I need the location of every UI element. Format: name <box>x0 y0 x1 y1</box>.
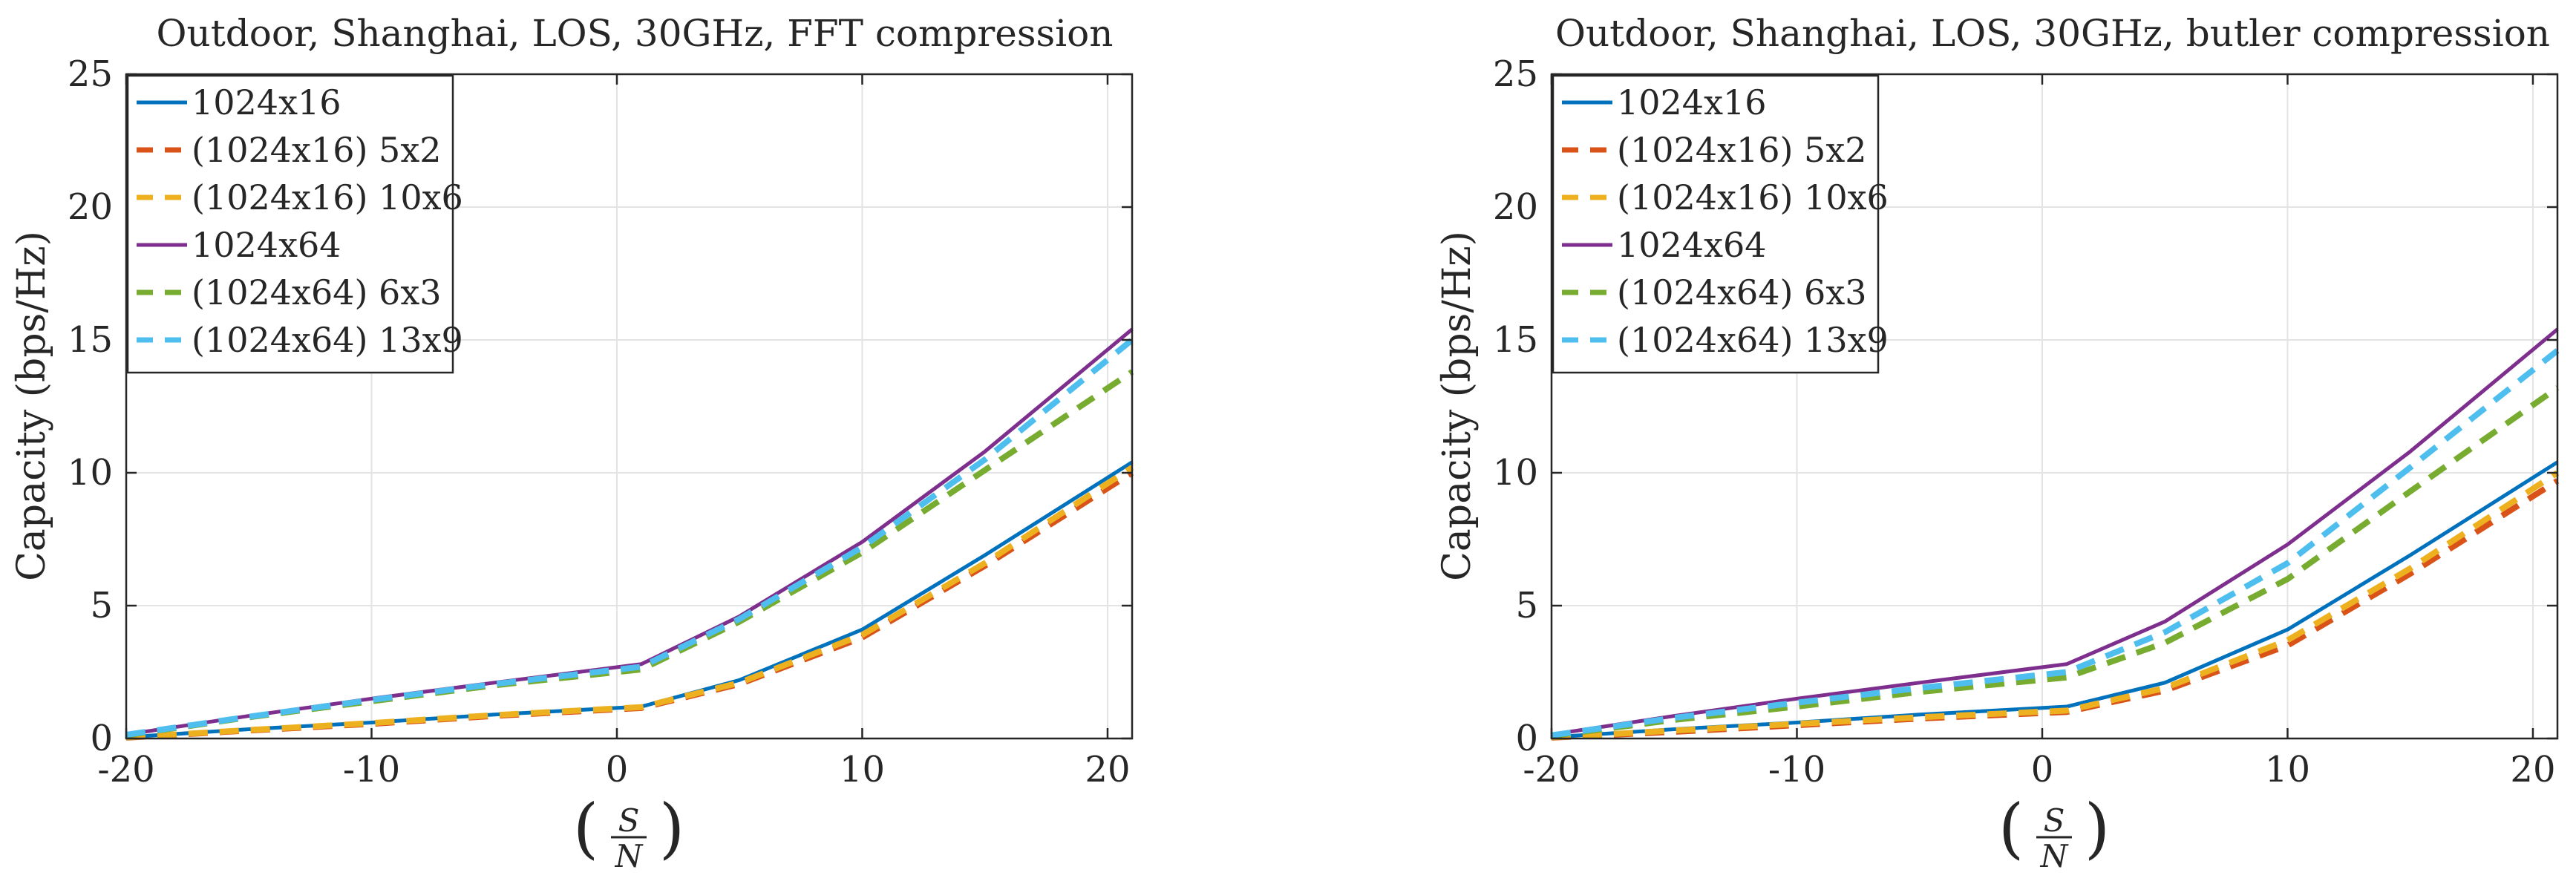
x-tick-label: 20 <box>2510 749 2555 790</box>
y-tick-label: 25 <box>68 53 113 95</box>
x-tick-label: 0 <box>2031 749 2054 790</box>
series-line <box>125 337 1134 738</box>
y-tick-label: 10 <box>1493 452 1538 494</box>
legend-entry: 1024x64 <box>1617 225 1767 265</box>
legend-entry: (1024x16) 10x6 <box>1617 177 1889 217</box>
legend-box <box>1552 74 1880 374</box>
series-line <box>1551 348 2560 738</box>
series-line <box>125 465 1134 741</box>
legend-entry: 1024x16 <box>192 82 341 122</box>
y-tick-label: 5 <box>1515 585 1538 626</box>
legend: 1024x16 (1024x16) 5x2 (1024x16) 10x6 1024x6… <box>1552 74 1889 374</box>
y-tick-label: 25 <box>1493 53 1538 95</box>
legend-entry: (1024x64) 6x3 <box>1617 272 1867 312</box>
svg-text:): ) <box>2085 790 2110 866</box>
x-tick-label: 10 <box>2265 749 2310 790</box>
legend-entry: (1024x64) 6x3 <box>192 272 442 312</box>
y-axis-label: Capacity (bps/Hz) <box>10 231 54 581</box>
legend-entry: 1024x16 <box>1617 82 1767 122</box>
x-tick-label: -20 <box>97 749 154 790</box>
y-tick-label: 20 <box>1493 186 1538 228</box>
y-tick-label: 0 <box>90 718 113 759</box>
svg-text:N: N <box>615 838 644 874</box>
chart-title: Outdoor, Shanghai, LOS, 30GHz, FFT compr… <box>157 12 1114 55</box>
svg-text:(: ( <box>573 790 598 866</box>
legend-entry: (1024x16) 5x2 <box>192 130 442 170</box>
legend-entry: (1024x64) 13x9 <box>1617 320 1889 360</box>
y-tick-label: 10 <box>68 452 113 494</box>
legend-box <box>126 74 454 374</box>
svg-text:S: S <box>618 802 640 839</box>
y-axis-label: Capacity (bps/Hz) <box>1435 231 1480 581</box>
legend-entry: (1024x64) 13x9 <box>192 320 463 360</box>
x-axis-label: ( S N ) <box>573 790 684 874</box>
y-tick-label: 0 <box>1515 718 1538 759</box>
legend-entry: 1024x64 <box>192 225 341 265</box>
svg-text:): ) <box>659 790 684 866</box>
legend: 1024x16 (1024x16) 5x2 (1024x16) 10x6 1024x6… <box>126 74 463 374</box>
x-tick-label: -10 <box>343 749 400 790</box>
chart-title: Outdoor, Shanghai, LOS, 30GHz, butler co… <box>1555 12 2550 55</box>
series-line <box>1551 470 2560 741</box>
y-tick-label: 5 <box>90 585 113 626</box>
chart-butler-compression: Outdoor, Shanghai, LOS, 30GHz, butler co… <box>1435 12 2560 874</box>
x-tick-label: -10 <box>1768 749 1825 790</box>
x-tick-label: 0 <box>606 749 629 790</box>
legend-entry: (1024x16) 10x6 <box>192 177 463 217</box>
x-tick-label: 10 <box>840 749 885 790</box>
svg-text:S: S <box>2044 802 2065 839</box>
x-tick-label: -20 <box>1523 749 1580 790</box>
plot-area <box>1550 73 2559 740</box>
x-axis-label: ( S N ) <box>1998 790 2110 874</box>
x-tick-label: 20 <box>1085 749 1130 790</box>
legend-entry: (1024x16) 5x2 <box>1617 130 1867 170</box>
plot-area <box>125 73 1134 740</box>
svg-text:(: ( <box>1998 790 2024 866</box>
svg-text:N: N <box>2040 838 2069 874</box>
y-tick-label: 20 <box>68 186 113 228</box>
chart-fft-compression: Outdoor, Shanghai, LOS, 30GHz, FFT compr… <box>10 12 1134 874</box>
y-tick-label: 15 <box>68 319 113 361</box>
y-tick-label: 15 <box>1493 319 1538 361</box>
